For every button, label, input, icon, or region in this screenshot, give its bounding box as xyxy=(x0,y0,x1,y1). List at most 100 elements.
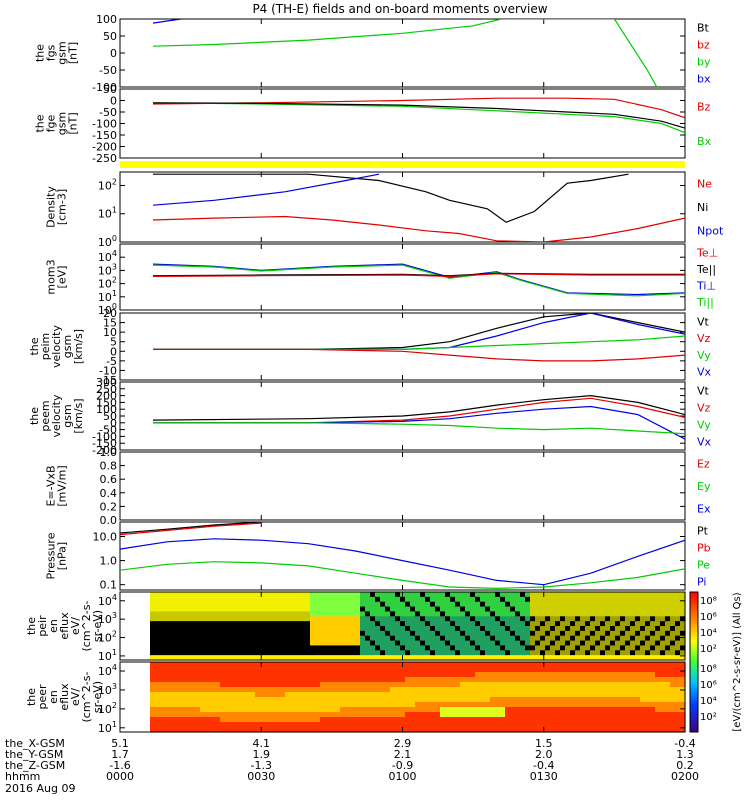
spectrogram-cell xyxy=(420,621,426,627)
spectrogram-cell xyxy=(245,682,251,688)
spectrogram-cell xyxy=(450,667,456,673)
spectrogram-cell xyxy=(415,727,421,733)
spectrogram-cell xyxy=(380,707,386,713)
spectrogram-cell xyxy=(145,601,151,608)
spectrogram-cell xyxy=(500,650,506,656)
y-tick-exponent: 1 xyxy=(112,289,117,298)
spectrogram-cell xyxy=(225,640,231,647)
spectrogram-cell xyxy=(225,662,231,668)
spectrogram-cell xyxy=(575,697,581,703)
spectrogram-cell xyxy=(675,697,681,703)
spectrogram-cell xyxy=(135,722,141,728)
spectrogram-cell xyxy=(230,722,236,728)
x-axis-row-label: hhmm xyxy=(5,770,40,783)
spectrogram-cell xyxy=(660,712,666,718)
spectrogram-cell xyxy=(430,616,436,622)
spectrogram-cell xyxy=(255,655,261,661)
spectrogram-cell xyxy=(420,635,426,642)
spectrogram-cell xyxy=(510,697,516,703)
spectrogram-cell xyxy=(575,667,581,673)
spectrogram-cell xyxy=(620,630,626,637)
spectrogram-cell xyxy=(410,626,416,632)
spectrogram-cell xyxy=(135,682,141,688)
spectrogram-cell xyxy=(395,677,401,683)
spectrogram-cell xyxy=(535,645,541,651)
spectrogram-cell xyxy=(185,672,191,678)
spectrogram-cell xyxy=(380,635,386,642)
spectrogram-cell xyxy=(405,606,411,613)
spectrogram-cell xyxy=(460,626,466,632)
spectrogram-cell xyxy=(345,626,351,632)
spectrogram-cell xyxy=(645,650,651,656)
spectrogram-cell xyxy=(255,640,261,647)
spectrogram-cell xyxy=(320,611,326,617)
spectrogram-cell xyxy=(170,592,176,598)
spectrogram-cell xyxy=(345,640,351,647)
spectrogram-cell xyxy=(520,662,526,668)
spectrogram-cell xyxy=(290,677,296,683)
spectrogram-cell xyxy=(610,672,616,678)
spectrogram-cell xyxy=(250,616,256,622)
spectrogram-cell xyxy=(495,601,501,608)
spectrogram-cell xyxy=(450,672,456,678)
spectrogram-cell xyxy=(575,611,581,617)
spectrogram-cell xyxy=(160,645,166,651)
spectrogram-cell xyxy=(185,667,191,673)
spectrogram-cell xyxy=(545,596,551,603)
legend-entry: by xyxy=(697,56,711,69)
spectrogram-cell xyxy=(140,712,146,718)
spectrogram-cell xyxy=(250,697,256,703)
spectrogram-cell xyxy=(210,702,216,708)
spectrogram-cell xyxy=(490,682,496,688)
spectrogram-cell xyxy=(545,687,551,693)
spectrogram-cell xyxy=(530,626,536,632)
spectrogram-cell xyxy=(580,611,586,617)
spectrogram-cell xyxy=(535,667,541,673)
spectrogram-cell xyxy=(545,630,551,637)
legend-entry: Pe xyxy=(697,559,710,572)
spectrogram-cell xyxy=(445,630,451,637)
spectrogram-cell xyxy=(260,596,266,603)
spectrogram-cell xyxy=(400,630,406,637)
spectrogram-cell xyxy=(650,682,656,688)
y-axis-label: peem xyxy=(39,400,52,431)
spectrogram-cell xyxy=(595,687,601,693)
spectrogram-cell xyxy=(450,621,456,627)
spectrogram-cell xyxy=(645,677,651,683)
spectrogram-cell xyxy=(290,727,296,733)
spectrogram-cell xyxy=(530,655,536,661)
spectrogram-cell xyxy=(525,712,531,718)
spectrogram-cell xyxy=(620,601,626,608)
spectrogram-cell xyxy=(400,712,406,718)
spectrogram-cell xyxy=(550,697,556,703)
spectrogram-cell xyxy=(630,650,636,656)
spectrogram-cell xyxy=(240,606,246,613)
spectrogram-cell xyxy=(240,640,246,647)
spectrogram-cell xyxy=(325,626,331,632)
spectrogram-cell xyxy=(600,621,606,627)
spectrogram-cell xyxy=(585,692,591,698)
spectrogram-cell xyxy=(375,650,381,656)
spectrogram-cell xyxy=(545,697,551,703)
spectrogram-cell xyxy=(300,672,306,678)
spectrogram-cell xyxy=(350,596,356,603)
spectrogram-cell xyxy=(150,712,156,718)
y-tick-label: 0.2 xyxy=(100,500,118,513)
spectrogram-cell xyxy=(500,601,506,608)
spectrogram-cell xyxy=(295,707,301,713)
spectrogram-cell xyxy=(405,596,411,603)
spectrogram-cell xyxy=(570,662,576,668)
spectrogram-cell xyxy=(400,611,406,617)
spectrogram-cell xyxy=(525,655,531,661)
spectrogram-cell xyxy=(215,640,221,647)
spectrogram-cell xyxy=(225,626,231,632)
spectrogram-cell xyxy=(360,722,366,728)
spectrogram-cell xyxy=(600,630,606,637)
spectrogram-cell xyxy=(310,677,316,683)
spectrogram-cell xyxy=(325,596,331,603)
spectrogram-cell xyxy=(125,687,131,693)
spectrogram-cell xyxy=(375,692,381,698)
spectrogram-cell xyxy=(200,672,206,678)
spectrogram-cell xyxy=(605,596,611,603)
spectrogram-cell xyxy=(645,722,651,728)
